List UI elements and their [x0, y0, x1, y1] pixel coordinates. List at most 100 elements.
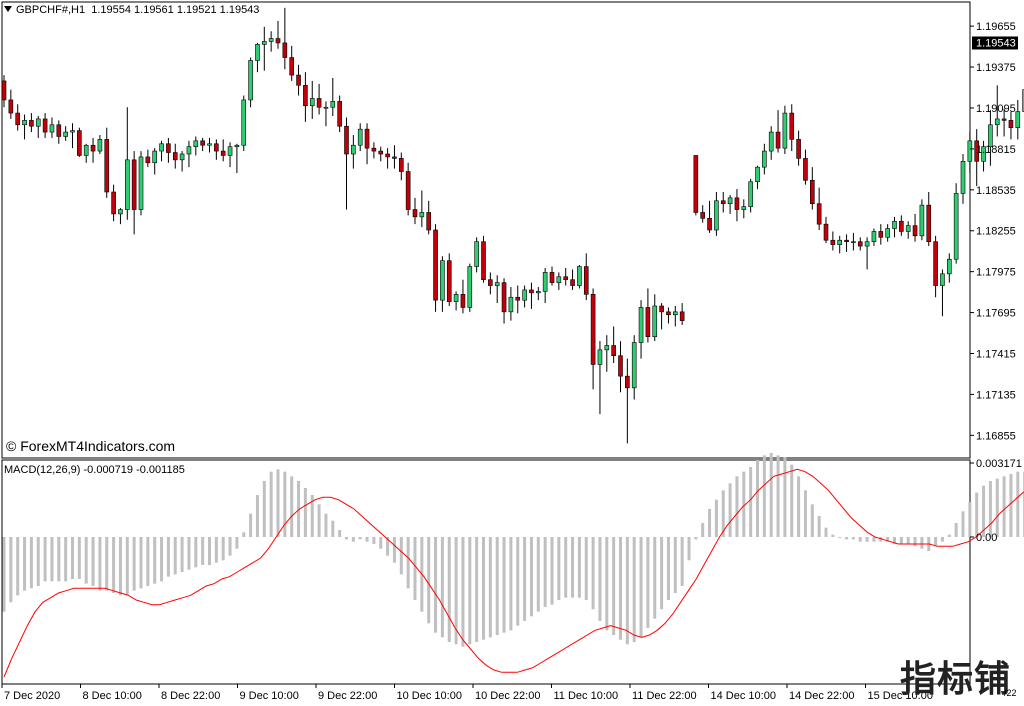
bear-candle-body — [398, 158, 404, 172]
bear-candle-body — [844, 239, 849, 242]
macd-histogram-bar — [762, 455, 766, 537]
bull-candle-body — [638, 307, 644, 343]
macd-histogram-bar — [564, 537, 568, 598]
macd-histogram-bar — [290, 476, 294, 537]
macd-histogram-bar — [447, 537, 451, 642]
candle — [460, 279, 466, 314]
bull-candle-body — [138, 156, 144, 210]
candle — [577, 265, 582, 289]
macd-histogram-bar — [475, 537, 479, 642]
bear-candle-body — [15, 112, 20, 126]
candle — [597, 341, 603, 415]
macd-histogram-bar — [783, 457, 787, 537]
candle — [707, 200, 712, 233]
bear-candle-body — [666, 311, 671, 316]
candle — [823, 216, 829, 244]
bull-candle-body — [494, 282, 500, 286]
macd-histogram-bar — [529, 537, 533, 617]
bull-candle-body — [125, 159, 130, 210]
bear-candle-body — [809, 180, 815, 204]
candle — [851, 232, 856, 251]
bear-candle-body — [8, 99, 14, 114]
candle — [145, 149, 151, 168]
candlestick-series[interactable] — [1, 7, 1024, 444]
price-tag-label: 1.19543 — [976, 37, 1016, 49]
bull-candle-body — [837, 239, 843, 245]
time-tick-label: 14 Dec 10:00 — [711, 690, 776, 702]
bear-candle-body — [590, 294, 596, 365]
macd-header: MACD(12,26,9) -0.000719 -0.001185 — [4, 464, 185, 476]
macd-histogram-bar — [132, 537, 136, 591]
bear-candle-body — [214, 143, 219, 152]
time-tick-label: 8 Dec 10:00 — [83, 690, 142, 702]
candle — [762, 143, 767, 175]
bear-candle-body — [899, 220, 904, 232]
bear-candle-body — [912, 225, 918, 237]
bull-candle-body — [892, 220, 897, 229]
candle — [125, 107, 130, 220]
macd-tick-label: 0.00 — [976, 532, 997, 544]
bull-candle-body — [49, 124, 55, 133]
candle — [960, 154, 966, 204]
candle — [56, 120, 62, 144]
bull-candle-body — [522, 289, 527, 301]
candle — [104, 127, 110, 198]
bear-candle-body — [1, 80, 7, 101]
chevron-down-icon[interactable] — [4, 6, 12, 12]
candle — [1, 75, 7, 108]
candle — [90, 137, 96, 163]
macd-histogram-bar — [673, 537, 677, 593]
macd-histogram-bar — [790, 464, 794, 537]
bear-candle-body — [392, 156, 397, 159]
candle — [789, 104, 795, 152]
macd-histogram-bar — [276, 469, 280, 537]
bear-candle-body — [42, 118, 48, 133]
bear-candle-body — [563, 276, 569, 280]
bull-candle-body — [864, 241, 870, 247]
macd-histogram-bar — [386, 537, 390, 556]
candle — [645, 288, 651, 343]
bull-candle-body — [946, 258, 952, 275]
candle — [419, 190, 425, 228]
bull-candle-body — [152, 150, 157, 164]
macd-histogram-bar — [399, 537, 403, 575]
price-tick-label: 1.18255 — [976, 226, 1016, 238]
bear-candle-body — [830, 239, 836, 245]
bear-candle-body — [734, 197, 740, 210]
macd-histogram-bar — [906, 537, 910, 544]
bear-candle-body — [56, 124, 62, 137]
bear-candle-body — [371, 147, 377, 152]
bull-candle-body — [179, 153, 185, 161]
bear-candle-body — [77, 130, 82, 156]
candle — [878, 224, 884, 245]
candle — [152, 148, 157, 175]
macd-histogram-bar — [502, 537, 506, 633]
candle — [446, 253, 452, 306]
candle — [563, 268, 569, 286]
bear-candle-body — [303, 85, 308, 107]
candle — [652, 294, 658, 342]
price-tick-label: 1.19655 — [976, 21, 1016, 33]
price-tick-label: 1.18535 — [976, 185, 1016, 197]
candle — [659, 303, 664, 330]
macd-histogram-bar — [865, 537, 869, 542]
macd-histogram-bar — [872, 537, 876, 542]
candle — [946, 253, 952, 283]
macd-histogram-bar — [146, 537, 150, 586]
macd-histogram-bar — [899, 537, 903, 544]
macd-histogram-bar — [913, 537, 917, 547]
candle — [926, 192, 932, 247]
macd-histogram-bar — [776, 455, 780, 537]
watermark-logo: 指标铺 — [900, 659, 1012, 700]
ohlc-values: 1.19554 1.19561 1.19521 1.19543 — [91, 4, 260, 16]
macd-histogram-bar — [427, 537, 431, 624]
macd-histogram-bar — [303, 488, 307, 537]
macd-histogram-bar — [43, 537, 47, 582]
bear-candle-body — [405, 171, 411, 210]
macd-histogram-bar — [721, 490, 725, 537]
bear-candle-body — [166, 143, 171, 153]
bull-candle-body — [248, 60, 253, 101]
candle — [323, 101, 329, 127]
candle — [974, 129, 980, 187]
